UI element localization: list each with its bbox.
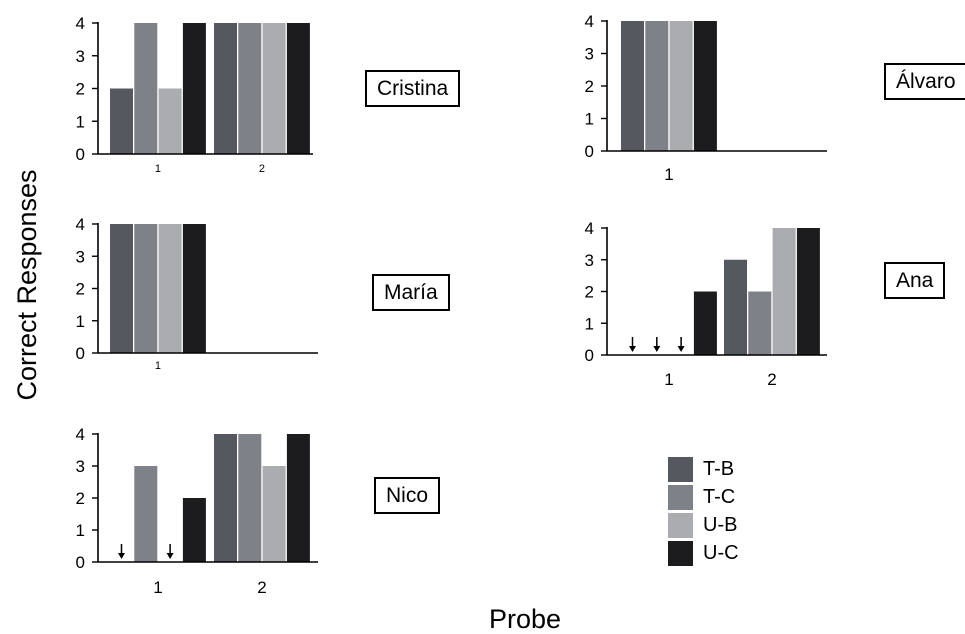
bar-t-b-probe-1 (621, 21, 644, 151)
y-tick-label: 1 (76, 312, 85, 331)
y-tick-label: 1 (585, 314, 594, 333)
x-tick-label: 1 (664, 165, 673, 184)
y-tick-label: 4 (76, 425, 85, 444)
y-tick-label: 3 (585, 45, 594, 64)
bar-u-b-probe-1 (158, 88, 182, 154)
chart-panel-ana: 1 2 0 1 2 3 4 (585, 219, 827, 389)
no-response-arrowhead (629, 346, 636, 352)
x-tick-label: 2 (257, 578, 266, 597)
bar-u-b-probe-2 (772, 228, 796, 355)
legend-swatch (668, 456, 693, 482)
y-tick-label: 2 (76, 80, 85, 99)
legend-swatch (668, 540, 693, 566)
legend-swatch (668, 484, 693, 510)
chart-panel-cristina: 1 2 0 1 2 3 4 (76, 14, 313, 175)
legend-item-u-b: U-B (668, 511, 739, 539)
y-tick-label: 0 (76, 553, 85, 572)
legend-item-u-c: U-C (668, 539, 739, 567)
y-tick-label: 1 (76, 521, 85, 540)
no-response-arrowhead (653, 346, 661, 352)
y-tick-label: 4 (585, 219, 594, 238)
bar-u-c-probe-1 (693, 21, 717, 151)
bar-u-b-probe-1 (669, 21, 693, 151)
y-tick-label: 4 (76, 14, 85, 33)
participant-name-box: Nico (374, 477, 441, 514)
x-tick-label: 2 (767, 370, 776, 389)
bar-t-c-probe-1 (134, 23, 158, 154)
bar-u-b-probe-2 (262, 23, 286, 154)
no-response-arrowhead (677, 346, 685, 352)
chart-panels: 1 2 0 1 2 3 4 1 0 1 2 3 4 1 0 1 2 3 4 1 2 0 1 2 3 4 1 2 0 1 2 3 4 (76, 12, 827, 597)
legend-swatch (668, 512, 693, 538)
legend-label: T-B (703, 457, 735, 480)
x-axis-title: Probe (489, 604, 561, 634)
bar-t-b-probe-2 (214, 434, 237, 562)
x-tick-label: 1 (153, 578, 162, 597)
bar-u-c-probe-2 (286, 434, 310, 562)
participant-name-box: María (372, 274, 450, 311)
bar-u-c-probe-1 (693, 291, 717, 355)
bar-t-c-probe-1 (645, 21, 669, 151)
participant-name-box: Cristina (365, 70, 461, 107)
x-tick-label: 1 (155, 163, 161, 175)
y-tick-label: 4 (76, 215, 85, 234)
participant-name-box: Ana (884, 262, 946, 299)
bar-t-c-probe-2 (238, 434, 262, 562)
y-tick-label: 0 (76, 344, 85, 363)
legend-label: U-C (703, 541, 739, 564)
y-tick-label: 3 (76, 47, 85, 66)
participant-name-box: Álvaro (884, 63, 965, 100)
y-tick-label: 3 (76, 247, 85, 266)
y-tick-label: 1 (76, 112, 85, 131)
bar-t-c-probe-1 (134, 466, 158, 562)
bar-u-c-probe-1 (182, 224, 206, 353)
legend-item-t-b: T-B (668, 455, 739, 483)
x-tick-label: 2 (259, 163, 265, 175)
chart-panel-maría: 1 0 1 2 3 4 (76, 215, 318, 372)
legend-item-t-c: T-C (668, 483, 739, 511)
bar-t-b-probe-2 (214, 23, 237, 154)
bar-u-c-probe-1 (182, 23, 206, 154)
bar-t-b-probe-1 (110, 224, 133, 353)
y-axis-title: Correct Responses (12, 169, 42, 400)
bar-u-c-probe-2 (286, 23, 310, 154)
y-tick-label: 2 (585, 283, 594, 302)
bar-u-b-probe-2 (262, 466, 286, 562)
y-tick-label: 2 (76, 280, 85, 299)
no-response-arrowhead (118, 553, 125, 559)
bar-t-b-probe-2 (724, 259, 747, 355)
bar-u-c-probe-2 (796, 228, 820, 355)
y-tick-label: 0 (585, 346, 594, 365)
y-tick-label: 0 (76, 145, 85, 164)
bar-u-b-probe-1 (158, 224, 182, 353)
bar-t-c-probe-2 (238, 23, 262, 154)
x-tick-label: 1 (664, 370, 673, 389)
bar-t-c-probe-1 (134, 224, 158, 353)
legend-label: U-B (703, 513, 738, 536)
y-tick-label: 0 (585, 142, 594, 161)
y-tick-label: 2 (585, 77, 594, 96)
y-tick-label: 3 (585, 251, 594, 270)
chart-panel-nico: 1 2 0 1 2 3 4 (76, 425, 318, 597)
y-tick-label: 1 (585, 110, 594, 129)
legend-label: T-C (703, 485, 736, 508)
y-tick-label: 3 (76, 457, 85, 476)
y-tick-label: 4 (585, 12, 594, 31)
bar-t-b-probe-1 (110, 88, 133, 154)
bar-t-c-probe-2 (748, 291, 772, 355)
legend: T-B T-C U-B U-C (668, 455, 739, 567)
no-response-arrowhead (166, 553, 174, 559)
y-tick-label: 2 (76, 489, 85, 508)
bar-u-c-probe-1 (182, 498, 206, 562)
x-tick-label: 1 (155, 360, 161, 372)
chart-panel-álvaro: 1 0 1 2 3 4 (585, 12, 827, 184)
